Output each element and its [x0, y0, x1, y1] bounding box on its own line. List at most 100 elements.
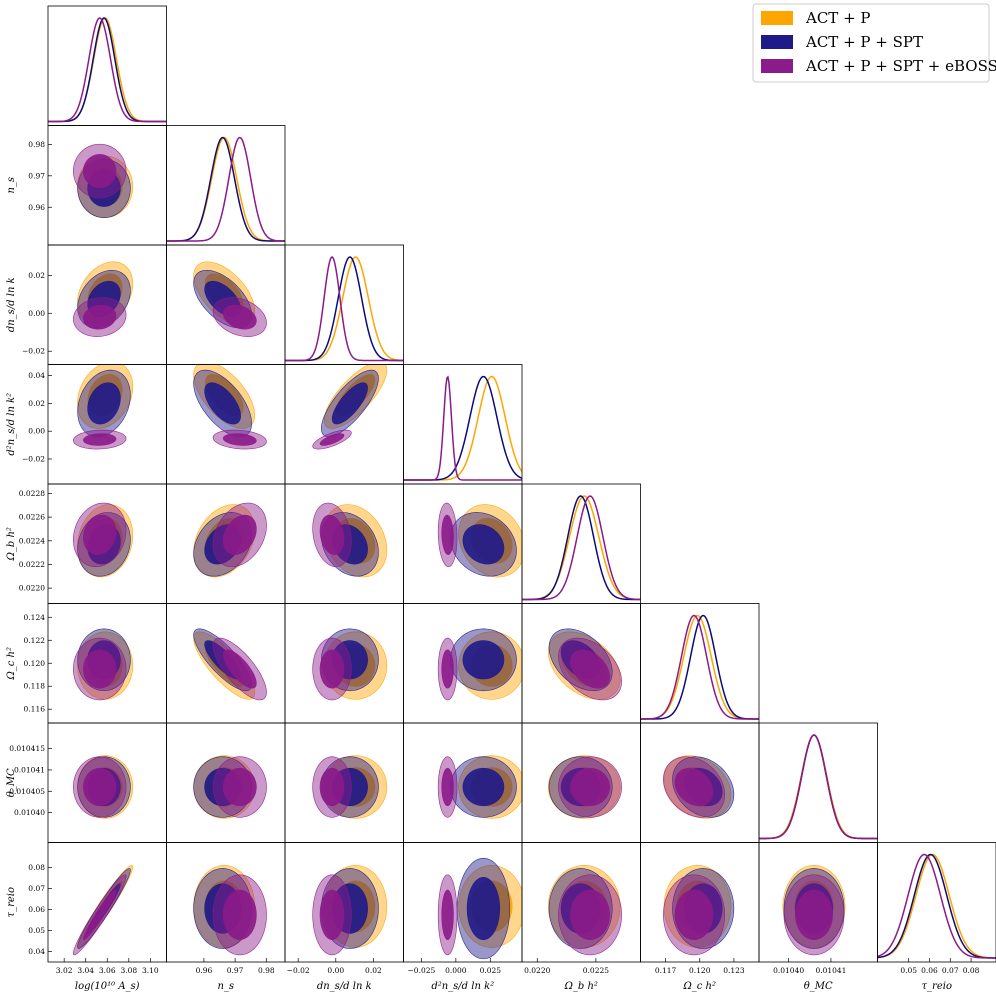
panel-ns-ombh2: [193, 502, 267, 578]
x-tick-label-runrun: −0.025: [408, 966, 436, 975]
legend-label: ACT + P + SPT: [805, 33, 923, 51]
x-tick-label-theta: 0.01040: [773, 966, 804, 975]
y-tick-label-ns: 0.96: [28, 203, 45, 212]
y-axis-label-theta: θ_MC: [6, 768, 17, 797]
legend-frame: [752, 3, 990, 83]
marginal-act-p-spt-runrun: [403, 375, 522, 481]
panel-logA-theta: [73, 755, 134, 819]
panel-ns-omch2: [193, 628, 267, 701]
contour-68-act-p-spt-eboss: [319, 514, 345, 555]
marginal-act-p-spt-eboss-tau: [877, 853, 996, 959]
panel-omch2-omch2: [640, 614, 759, 720]
panel-ombh2-ombh2: [522, 495, 641, 601]
x-tick-label-ns: 0.96: [196, 966, 213, 975]
y-tick-label-omch2: 0.118: [24, 682, 46, 691]
panel-run-runrun: [312, 364, 388, 450]
panel-ns-tau: [193, 865, 267, 956]
contour-68-act-p-spt-eboss: [674, 889, 714, 940]
x-tick-label-theta: 0.01041: [815, 966, 846, 975]
x-axis-label-logA: log(10¹⁰ A_s): [75, 981, 140, 992]
panel-ns-runrun: [193, 364, 267, 450]
contour-68-act-p-spt-eboss: [795, 889, 833, 940]
panel-omch2-theta: [663, 755, 735, 819]
x-tick-label-logA: 3.08: [120, 966, 137, 975]
marginal-act-p-ns: [166, 136, 285, 242]
marginal-act-p-tau: [877, 853, 996, 959]
marginal-act-p-runrun: [403, 375, 522, 481]
panel-logA-ombh2: [73, 502, 134, 578]
y-axis-label-run: dn_s/d ln k: [6, 277, 17, 332]
y-tick-label-omch2: 0.120: [24, 659, 46, 668]
y-axis-label-ombh2: Ω_b h²: [6, 527, 17, 561]
x-tick-label-run: −0.02: [287, 966, 310, 975]
x-tick-label-ns: 0.97: [227, 966, 244, 975]
contour-68-act-p-spt-eboss: [222, 433, 257, 446]
contour-68-act-p-spt-eboss: [319, 433, 345, 446]
marginal-act-p-spt-ns: [166, 136, 285, 242]
x-axis-label-ns: n_s: [217, 981, 234, 992]
panel-runrun-omch2: [437, 628, 522, 701]
contour-68-act-p-spt-eboss: [441, 649, 454, 689]
contour-68-act-p-spt-eboss: [319, 767, 345, 807]
marginal-act-p-spt-ombh2: [522, 495, 641, 601]
x-tick-label-ombh2: 0.0225: [583, 966, 609, 975]
marginal-act-p-spt-eboss-ns: [166, 136, 285, 242]
panel-logA-ns: [73, 143, 134, 218]
y-axis-label-tau: τ_reio: [6, 887, 17, 917]
y-tick-label-ombh2: 0.0220: [19, 584, 45, 593]
panel-ns-run: [193, 261, 267, 337]
panel-frame: [640, 603, 760, 724]
contour-68-act-p-spt-eboss: [83, 154, 117, 189]
marginal-act-p-spt-tau: [877, 853, 996, 959]
panel-tau-tau: [877, 853, 996, 959]
y-tick-label-runrun: 0.02: [28, 399, 45, 408]
legend-label: ACT + P: [805, 9, 871, 27]
contour-68-act-p-spt-eboss: [83, 304, 117, 330]
marginal-act-p-spt-eboss-omch2: [640, 614, 759, 720]
contour-68-act-p-spt: [466, 877, 501, 941]
x-tick-label-ns: 0.98: [258, 966, 275, 975]
marginal-act-p-spt-theta: [759, 734, 878, 840]
panel-frame: [521, 483, 641, 604]
x-tick-label-runrun: 0.025: [480, 966, 502, 975]
y-tick-label-tau: 0.06: [28, 905, 45, 914]
panel-logA-logA: [48, 17, 167, 123]
panel-run-tau: [312, 865, 388, 956]
x-tick-label-run: 0.00: [327, 966, 344, 975]
panel-run-omch2: [312, 628, 388, 701]
legend: ACT + P ACT + P + SPT ACT + P + SPT + eBOS…: [752, 3, 996, 83]
x-tick-label-run: 0.02: [365, 966, 382, 975]
panel-theta-theta: [759, 734, 878, 840]
legend-swatch: [761, 11, 793, 25]
panel-theta-tau: [782, 865, 846, 956]
marginal-act-p-theta: [759, 734, 878, 840]
x-axis-label-ombh2: Ω_b h²: [564, 981, 598, 992]
contour-68-act-p-spt-eboss: [83, 433, 117, 446]
panel-runrun-theta: [437, 755, 522, 819]
marginal-act-p-spt-omch2: [640, 614, 759, 720]
panel-ombh2-theta: [547, 755, 622, 819]
contour-68-act-p-spt-eboss: [83, 767, 117, 807]
x-tick-label-omch2: 0.117: [655, 966, 677, 975]
contour-68-act-p-spt-eboss: [222, 514, 257, 555]
y-tick-label-run: 0.02: [28, 271, 45, 280]
contour-68-act-p-spt-eboss: [441, 889, 454, 940]
panel-logA-omch2: [73, 628, 134, 701]
y-tick-label-run: 0.00: [28, 309, 45, 318]
panel-ns-theta: [193, 755, 267, 819]
y-tick-label-omch2: 0.122: [24, 636, 46, 645]
marginal-act-p-spt-eboss-theta: [759, 734, 878, 840]
x-axis-label-omch2: Ω_c h²: [682, 981, 716, 992]
y-tick-label-ombh2: 0.0226: [19, 513, 45, 522]
contour-68-act-p-spt-eboss: [674, 767, 714, 807]
x-axis-label-run: dn_s/d ln k: [317, 981, 372, 992]
panel-frame: [284, 244, 404, 365]
panel-runrun-runrun: [403, 375, 522, 481]
marginal-act-p-ombh2: [522, 495, 641, 601]
marginal-act-p-spt-eboss-runrun: [403, 375, 522, 481]
x-tick-label-tau: 0.08: [963, 966, 980, 975]
contour-68-act-p-spt-eboss: [222, 767, 257, 807]
contour-68-act-p-spt-eboss: [319, 649, 345, 689]
y-tick-label-tau: 0.07: [28, 884, 45, 893]
